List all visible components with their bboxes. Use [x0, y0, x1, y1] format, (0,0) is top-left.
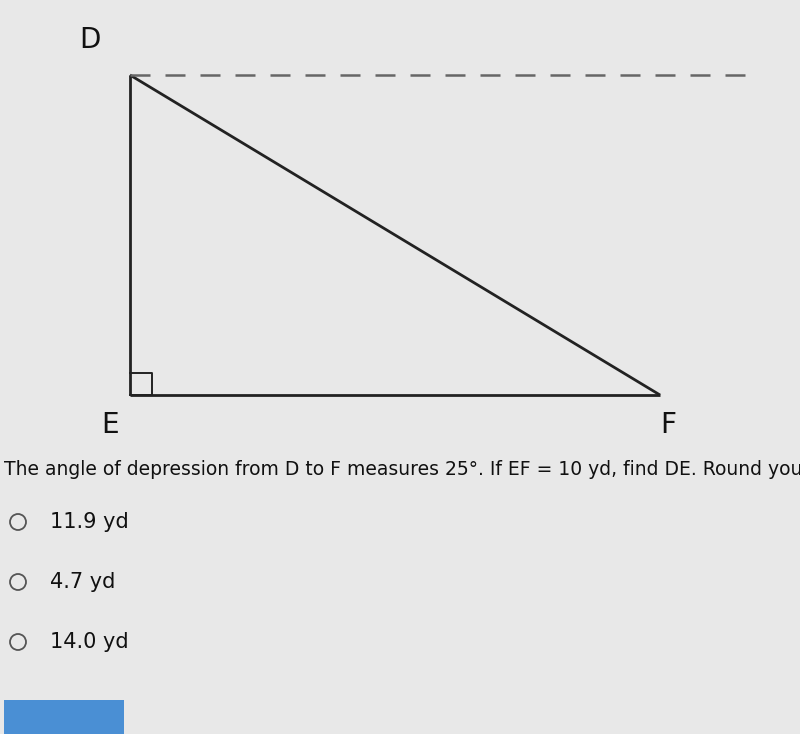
Text: The angle of depression from D to F measures 25°. If EF = 10 yd, find DE. Round : The angle of depression from D to F meas…: [4, 460, 800, 479]
Text: 4.7 yd: 4.7 yd: [50, 572, 115, 592]
Text: F: F: [660, 411, 676, 439]
Text: E: E: [101, 411, 119, 439]
Text: D: D: [79, 26, 101, 54]
Text: 11.9 yd: 11.9 yd: [50, 512, 129, 532]
Bar: [4, 700, 124, 734]
Text: 14.0 yd: 14.0 yd: [50, 632, 129, 652]
